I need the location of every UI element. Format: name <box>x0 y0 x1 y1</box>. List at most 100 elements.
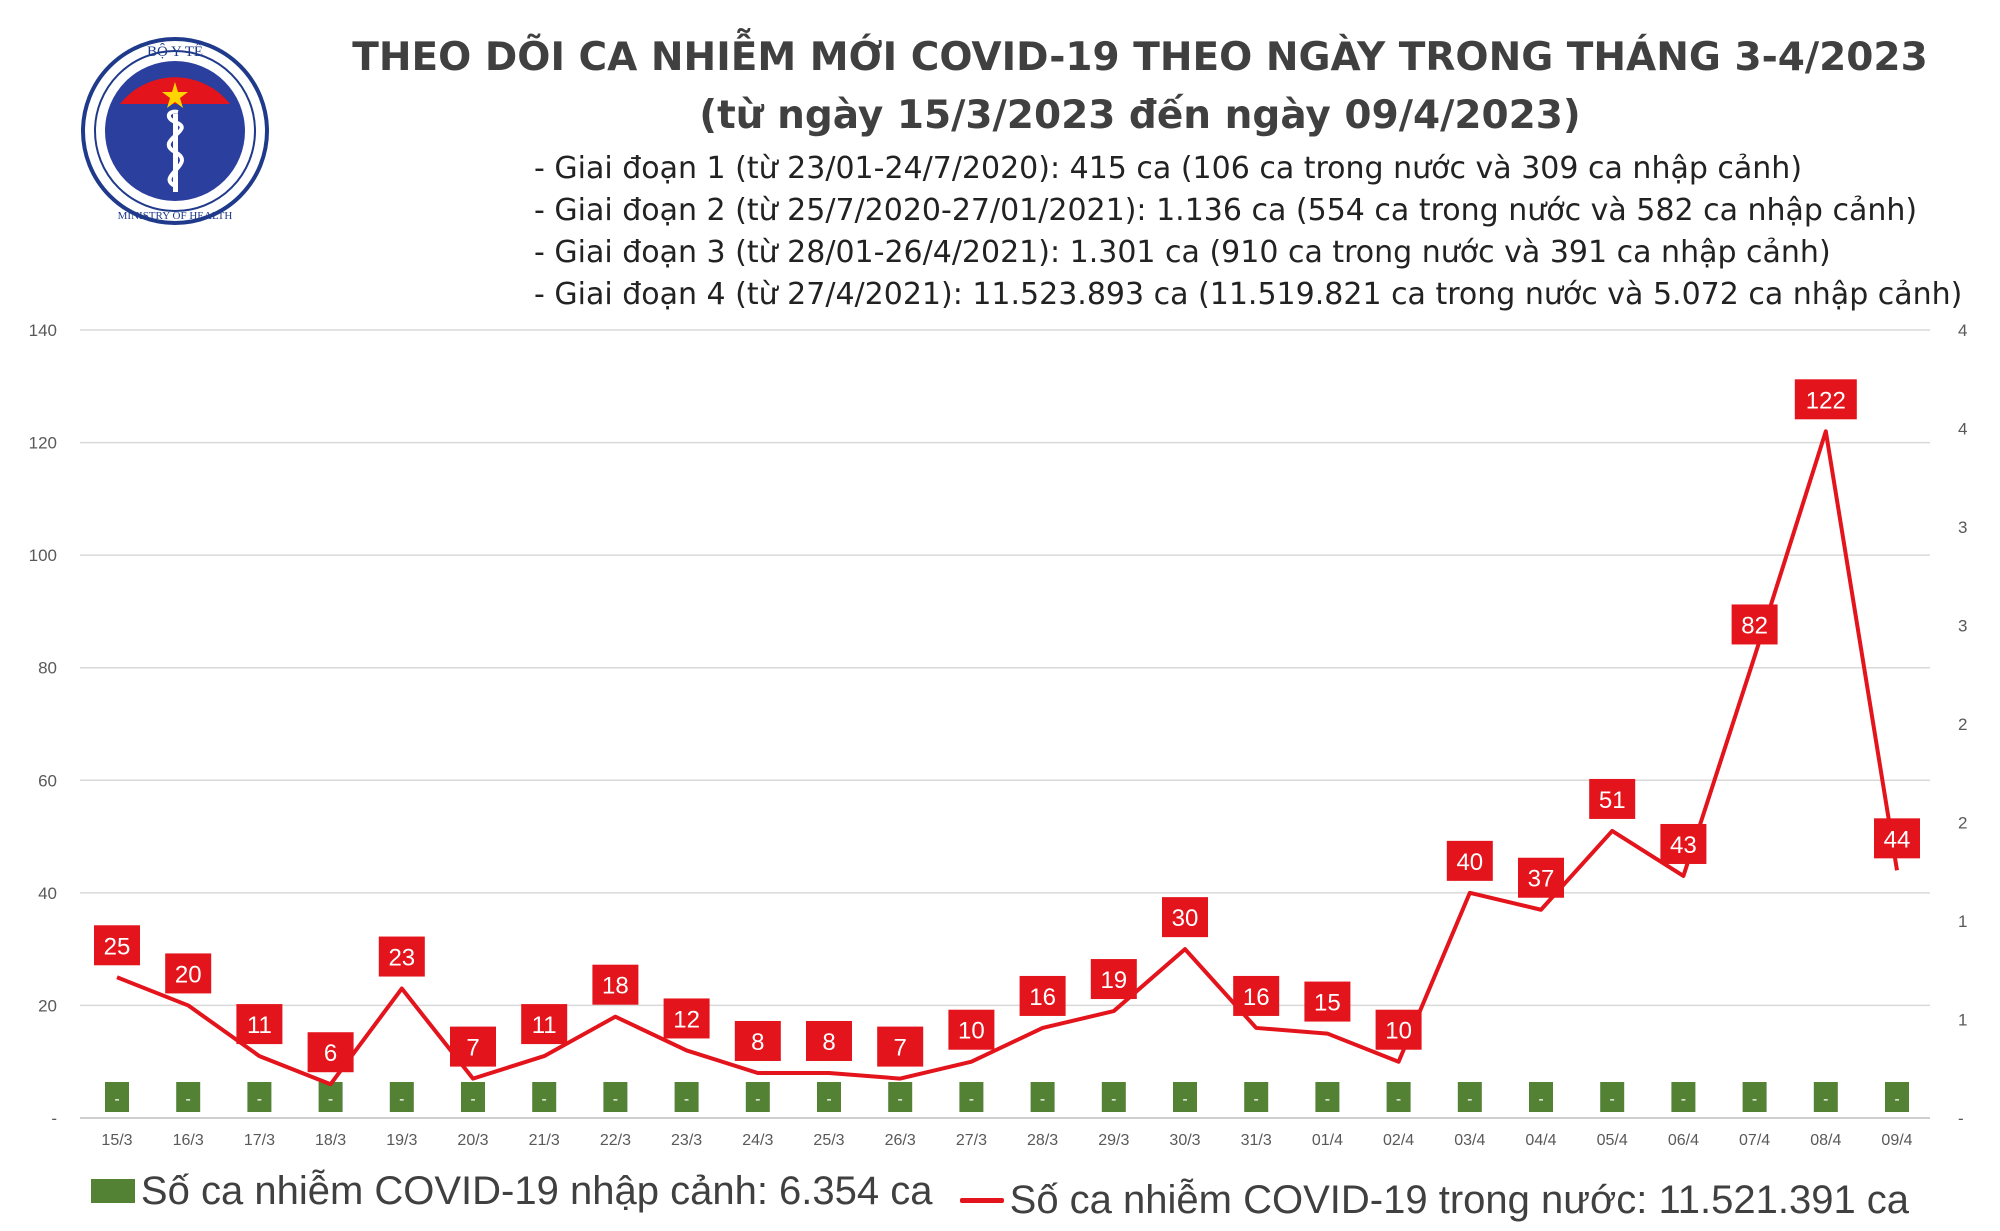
legend-label-imported: Số ca nhiễm COVID-19 nhập cảnh: 6.354 ca <box>140 1168 933 1213</box>
data-label-box <box>1233 975 1280 1016</box>
y-left-tick-label: 40 <box>38 884 57 903</box>
legend-swatch-imported <box>90 1179 135 1203</box>
data-label-box <box>521 1004 568 1045</box>
bar-data-label: - <box>898 1091 903 1108</box>
bar-marker <box>1386 1082 1411 1112</box>
x-tick-label: 09/4 <box>1881 1132 1912 1149</box>
bar-marker <box>959 1082 984 1112</box>
bar-data-label: - <box>755 1091 760 1108</box>
data-label-box <box>1589 778 1636 819</box>
data-label: 7 <box>894 1035 907 1062</box>
legend-item-domestic: Số ca nhiễm COVID-19 trong nước: 11.521.… <box>959 1178 1909 1223</box>
bar-marker <box>176 1082 201 1112</box>
snake-icon <box>166 109 184 188</box>
y-left-tick-label: 20 <box>38 996 57 1015</box>
bar-marker <box>247 1082 272 1112</box>
bar-marker <box>1457 1082 1482 1112</box>
bar-data-label: - <box>114 1091 119 1108</box>
bar-marker <box>1529 1082 1553 1112</box>
bar-marker <box>105 1082 129 1112</box>
x-tick-label: 21/3 <box>529 1132 560 1149</box>
data-label-box <box>450 1026 496 1067</box>
data-label-box <box>1874 818 1920 859</box>
data-label: 11 <box>247 1012 272 1039</box>
data-label: 7 <box>466 1035 479 1062</box>
chart-legend: Số ca nhiễm COVID-19 nhập cảnh: 6.354 ca… <box>0 1168 2000 1223</box>
x-tick-label: 27/3 <box>956 1132 987 1149</box>
series-line-domestic <box>116 429 1899 1087</box>
data-label: 82 <box>1741 612 1768 639</box>
x-tick-label: 22/3 <box>600 1132 631 1149</box>
data-label-box <box>307 1032 354 1073</box>
x-tick-label: 07/4 <box>1739 1132 1770 1149</box>
data-label: 15 <box>1314 990 1341 1017</box>
data-label: 12 <box>673 1006 700 1033</box>
bar-data-label: - <box>399 1091 404 1108</box>
bar-data-label: - <box>328 1091 333 1108</box>
bar-data-label: - <box>1325 1091 1330 1108</box>
bar-data-label: - <box>1254 1091 1259 1108</box>
bar-data-label: - <box>1396 1091 1401 1108</box>
logo-bottom-text: MINISTRY OF HEALTH <box>118 210 233 222</box>
bar-data-label: - <box>1182 1091 1187 1108</box>
bar-data-label: - <box>1467 1091 1472 1108</box>
phase-4-summary: - Giai đoạn 4 (từ 27/4/2021): 11.523.893… <box>534 277 1963 312</box>
bar-marker <box>1244 1082 1269 1112</box>
data-label-box <box>948 1009 995 1050</box>
bar-marker <box>532 1082 557 1112</box>
bar-marker <box>817 1082 841 1112</box>
y-right-tick-label: 2 <box>1958 814 1967 833</box>
bar-marker <box>603 1082 628 1112</box>
data-label: 20 <box>175 961 202 988</box>
y-left-tick-label: 140 <box>29 321 57 340</box>
data-label: 40 <box>1456 849 1483 876</box>
data-label: 30 <box>1172 905 1199 932</box>
x-tick-label: 25/3 <box>813 1132 844 1149</box>
data-label: 25 <box>104 933 131 960</box>
y-right-tick-label: 2 <box>1958 715 1967 734</box>
data-label: 6 <box>324 1040 337 1067</box>
bar-data-label: - <box>1752 1091 1757 1108</box>
x-tick-label: 28/3 <box>1027 1132 1058 1149</box>
x-tick-label: 05/4 <box>1597 1132 1628 1149</box>
data-label: 10 <box>1385 1018 1412 1045</box>
data-label: 8 <box>751 1029 764 1056</box>
bar-data-label: - <box>1681 1091 1686 1108</box>
x-tick-label: 20/3 <box>457 1132 488 1149</box>
data-label: 122 <box>1806 387 1846 414</box>
phase-2-summary: - Giai đoạn 2 (từ 25/7/2020-27/01/2021):… <box>534 193 1918 228</box>
x-tick-label: 01/4 <box>1312 1132 1343 1149</box>
x-tick-label: 04/4 <box>1525 1132 1556 1149</box>
data-label-box <box>1446 840 1493 881</box>
bar-data-label: - <box>684 1091 689 1108</box>
data-label-box <box>1375 1009 1422 1050</box>
data-label-box <box>877 1026 924 1067</box>
star-icon <box>162 82 188 108</box>
x-tick-label: 18/3 <box>315 1132 346 1149</box>
bar-data-label: - <box>1111 1091 1116 1108</box>
bar-marker <box>389 1082 414 1112</box>
x-tick-label: 08/4 <box>1810 1132 1841 1149</box>
bar-marker <box>1101 1082 1126 1112</box>
x-tick-label: 31/3 <box>1241 1132 1272 1149</box>
legend-swatch-domestic <box>959 1198 1004 1203</box>
data-label-box <box>94 925 140 966</box>
bar-marker <box>1600 1082 1625 1112</box>
chart-title: THEO DÕI CA NHIỄM MỚI COVID-19 THEO NGÀY… <box>352 35 1928 80</box>
data-label-box <box>1304 981 1351 1022</box>
chart-subtitle: (từ ngày 15/3/2023 đến ngày 09/4/2023) <box>699 93 1581 138</box>
x-tick-label: 30/3 <box>1169 1132 1200 1149</box>
bar-data-label: - <box>542 1091 547 1108</box>
data-label-box <box>1162 897 1208 938</box>
data-label: 51 <box>1599 787 1626 814</box>
data-label-box <box>592 964 639 1005</box>
data-label: 23 <box>388 945 415 972</box>
x-tick-label: 29/3 <box>1098 1132 1129 1149</box>
bar-marker <box>1813 1082 1838 1112</box>
x-tick-label: 02/4 <box>1383 1132 1414 1149</box>
data-label: 8 <box>822 1029 835 1056</box>
x-tick-label: 06/4 <box>1668 1132 1699 1149</box>
data-label-box <box>1731 604 1778 645</box>
bar-marker <box>1885 1082 1909 1112</box>
